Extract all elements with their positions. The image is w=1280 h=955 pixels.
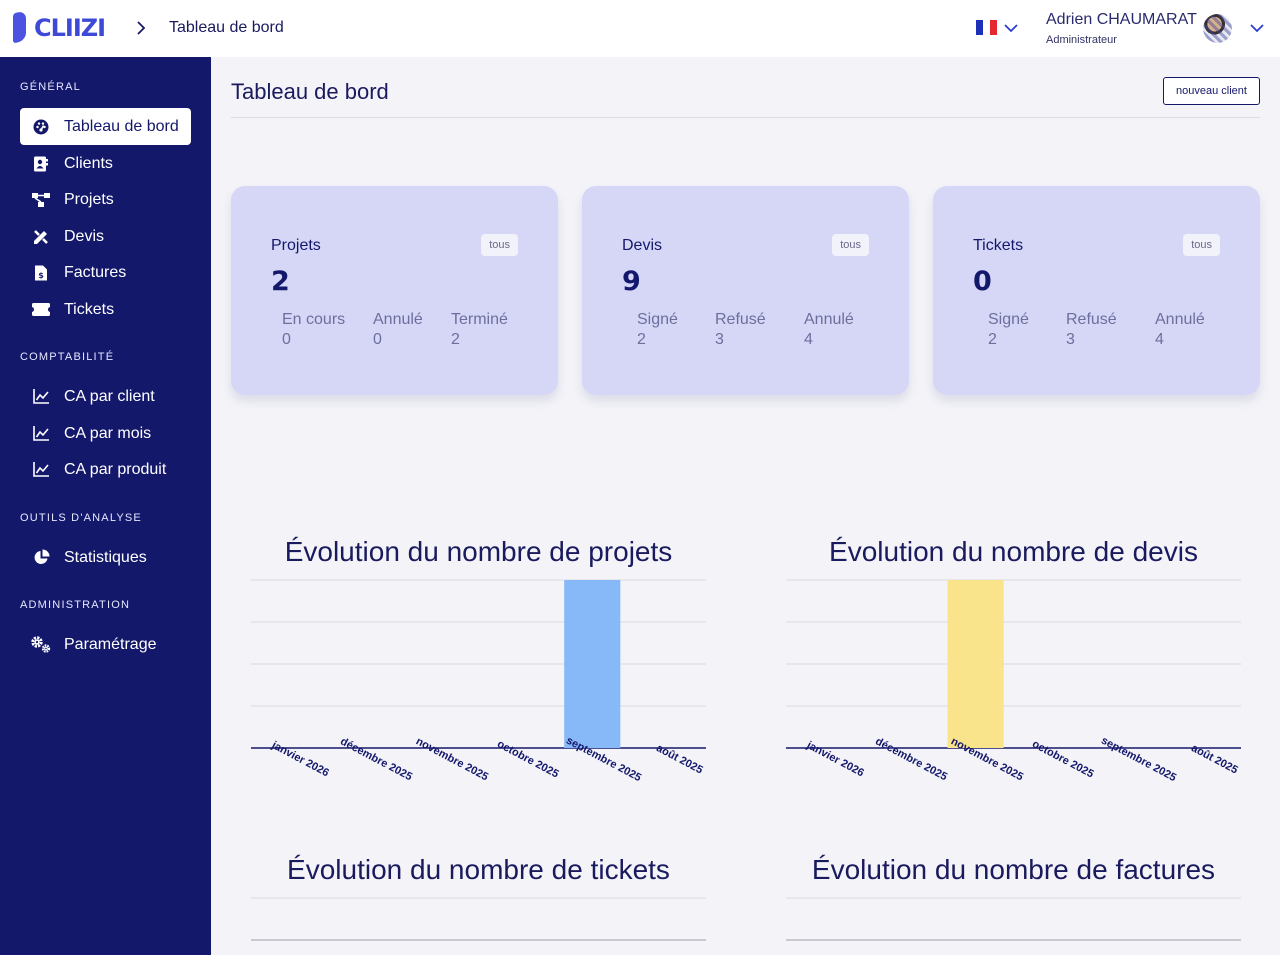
page-title: Tableau de bord — [231, 79, 389, 104]
card-stat: Annulé 4 — [804, 311, 854, 348]
sidebar-item-tableau-de-bord[interactable]: Tableau de bord — [20, 108, 191, 145]
card-stat: Annulé 0 — [373, 311, 423, 348]
line-chart-icon — [31, 425, 51, 443]
sidebar-section-general: GÉNÉRAL — [20, 81, 81, 93]
chart-title-factures: Évolution du nombre de factures — [811, 854, 1216, 885]
ticket-icon — [31, 301, 51, 319]
card-stat: Signé 2 — [988, 311, 1029, 348]
chart-bar[interactable] — [564, 580, 621, 748]
line-chart-icon — [31, 388, 51, 406]
sidebar-section-outils-analyse: OUTILS D'ANALYSE — [20, 512, 142, 524]
sidebar-section-comptabilite: COMPTABILITÉ — [20, 351, 115, 363]
sidebar-item-label: CA par mois — [64, 424, 152, 442]
x-tick-label: octobre 2025 — [1030, 738, 1096, 780]
sidebar-item-label: Tickets — [64, 300, 115, 318]
sidebar-item-tickets[interactable]: Tickets — [20, 291, 191, 328]
chart-factures — [786, 897, 1241, 941]
project-diagram-icon — [31, 191, 51, 209]
svg-text:$: $ — [38, 271, 44, 280]
x-tick-label: janvier 2026 — [804, 739, 866, 780]
sidebar-item-label: Factures — [64, 263, 127, 281]
user-name: Adrien CHAUMARAT — [1046, 11, 1197, 28]
gears-icon — [31, 636, 51, 654]
logo-text: CLIIZI — [34, 14, 106, 42]
x-tick-label: décembre 2025 — [873, 735, 949, 783]
x-tick-label: septembre 2025 — [1099, 735, 1178, 785]
sidebar-item-parametrage[interactable]: Paramétrage — [20, 626, 191, 663]
avatar[interactable] — [1203, 14, 1232, 43]
breadcrumb: Tableau de bord — [169, 19, 284, 36]
sidebar-item-ca-par-produit[interactable]: CA par produit — [20, 451, 191, 488]
user-role: Administrateur — [1046, 34, 1117, 46]
card-stat: Refusé 3 — [1066, 311, 1117, 348]
chart-title-tickets: Évolution du nombre de tickets — [287, 854, 670, 885]
card-stat: Annulé 4 — [1155, 311, 1205, 348]
pie-chart-icon — [31, 549, 51, 567]
sidebar-section-administration: ADMINISTRATION — [20, 599, 131, 611]
flag-fr-icon[interactable] — [976, 20, 997, 35]
pencil-ruler-icon — [31, 228, 51, 246]
x-tick-label: novembre 2025 — [414, 735, 490, 783]
chart-tickets — [251, 897, 706, 941]
sidebar-item-clients[interactable]: Clients — [20, 145, 191, 182]
card-count: 9 — [622, 266, 641, 297]
top-bar: CLIIZI Tableau de bord Adrien CHAUMARAT … — [0, 0, 1280, 57]
card-label: Devis — [622, 237, 663, 254]
sidebar-item-label: Clients — [64, 154, 113, 172]
user-menu-chevron-down-icon[interactable] — [1249, 22, 1265, 34]
address-book-icon — [31, 155, 51, 173]
card-count: 2 — [271, 266, 290, 297]
x-tick-label: décembre 2025 — [338, 735, 414, 783]
card-devis: Devis tous 9 Signé 2 Refusé 3 Annulé 4 — [582, 186, 909, 395]
language-chevron-down-icon[interactable] — [1003, 22, 1019, 34]
x-tick-label: janvier 2026 — [269, 739, 331, 780]
sidebar-item-ca-par-mois[interactable]: CA par mois — [20, 415, 191, 452]
sidebar-item-projets[interactable]: Projets — [20, 181, 191, 218]
card-count: 0 — [973, 266, 992, 297]
card-tickets: Tickets tous 0 Signé 2 Refusé 3 Annulé 4 — [933, 186, 1260, 395]
sidebar-item-label: Statistiques — [64, 548, 147, 566]
title-divider — [231, 117, 1260, 118]
card-filter-badge[interactable]: tous — [1183, 234, 1220, 256]
card-label: Projets — [271, 237, 321, 254]
sidebar-item-label: Paramétrage — [64, 635, 157, 653]
chart-projets: janvier 2026 décembre 2025 novembre 2025 oc… — [251, 579, 706, 784]
sidebar-item-label: Projets — [64, 190, 114, 208]
sidebar: GÉNÉRAL Tableau de bord Clients Projets … — [0, 57, 211, 955]
sidebar-item-devis[interactable]: Devis — [20, 218, 191, 255]
card-stat: Terminé 2 — [451, 311, 508, 348]
chart-devis: janvier 2026 décembre 2025 novembre 2025 oc… — [786, 579, 1241, 785]
invoice-dollar-icon: $ — [31, 264, 51, 282]
card-stat: Refusé 3 — [715, 311, 766, 348]
chevron-right-icon — [137, 21, 146, 35]
sidebar-item-label: Devis — [64, 227, 105, 245]
chart-bar[interactable] — [947, 580, 1004, 748]
sidebar-item-label: CA par produit — [64, 460, 167, 478]
card-filter-badge[interactable]: tous — [832, 234, 869, 256]
sidebar-item-factures[interactable]: $ Factures — [20, 254, 191, 291]
logo-mark-icon — [12, 12, 28, 44]
card-label: Tickets — [973, 237, 1024, 254]
sidebar-item-statistiques[interactable]: Statistiques — [20, 539, 191, 576]
cliizi-logo[interactable]: CLIIZI — [12, 12, 106, 44]
line-chart-icon — [31, 461, 51, 479]
chart-title-projets: Évolution du nombre de projets — [284, 536, 673, 567]
dashboard-gauge-icon — [31, 118, 51, 136]
card-projets: Projets tous 2 En cours 0 Annulé 0 Terminé… — [231, 186, 558, 395]
sidebar-item-label: CA par client — [64, 387, 155, 405]
sidebar-item-ca-par-client[interactable]: CA par client — [20, 378, 191, 415]
x-tick-label: octobre 2025 — [495, 738, 561, 780]
new-client-button[interactable]: nouveau client — [1163, 77, 1260, 105]
card-stat: En cours 0 — [282, 311, 346, 348]
card-filter-badge[interactable]: tous — [481, 234, 518, 256]
sidebar-item-label: Tableau de bord — [64, 117, 179, 135]
chart-title-devis: Évolution du nombre de devis — [829, 536, 1198, 567]
card-stat: Signé 2 — [637, 311, 678, 348]
